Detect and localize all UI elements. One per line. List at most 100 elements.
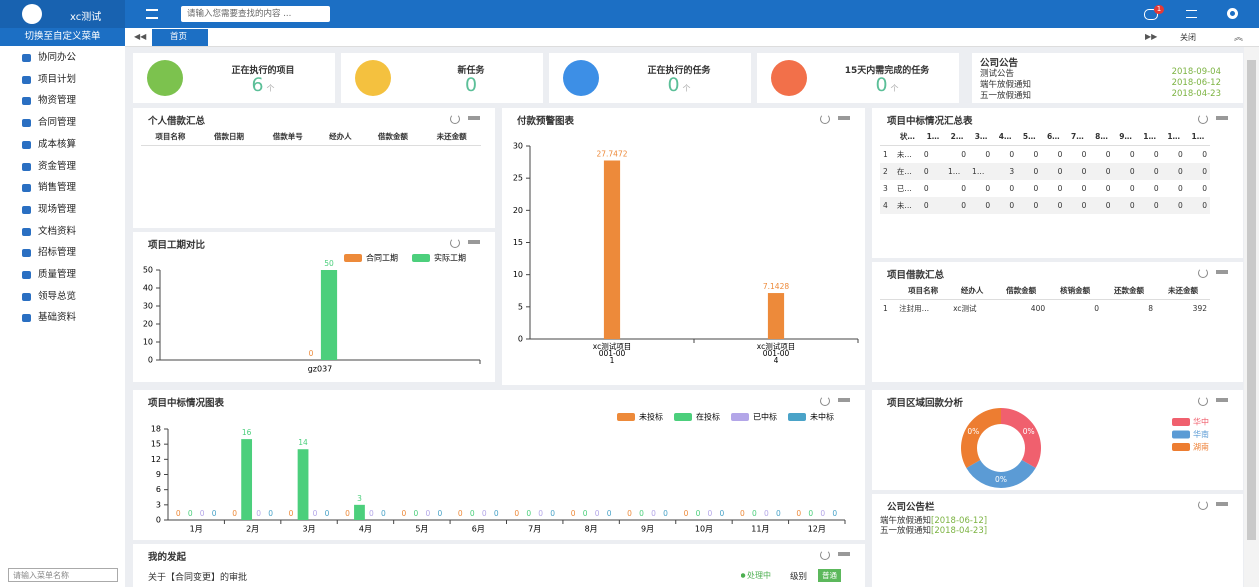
header-cell: 8… [1095, 132, 1108, 141]
bar-value-label: 0 [696, 509, 701, 518]
list-icon[interactable] [1186, 10, 1197, 18]
panel-menu-icon[interactable] [468, 240, 480, 244]
message-badge: 1 [1154, 5, 1164, 14]
legend-swatch [617, 413, 635, 421]
menu-switch[interactable]: 切换至自定义菜单 [0, 28, 125, 46]
bar-value-label: 0 [526, 509, 531, 518]
menu-item[interactable]: 文档资料 [22, 225, 76, 239]
request-status: 处理中 [741, 570, 771, 581]
bar-value-label: 0 [740, 509, 745, 518]
card-icon [355, 60, 391, 96]
notice-title: 公司公告 [980, 58, 1019, 69]
bar [241, 439, 253, 520]
bar-value-label: 50 [324, 259, 334, 268]
tab-collapse[interactable]: ︽ [1234, 33, 1244, 43]
bar-value-label: 0 [538, 509, 543, 518]
y-tick-label: 30 [143, 302, 153, 311]
menu-item[interactable]: 质量管理 [22, 268, 76, 282]
notice-text: 端午放假通知 [980, 80, 1032, 90]
menu-item[interactable]: 资金管理 [22, 160, 76, 174]
refresh-icon[interactable] [820, 396, 830, 406]
menu-item[interactable]: 招标管理 [22, 246, 76, 260]
sidebar [0, 28, 125, 587]
menu-item[interactable]: 现场管理 [22, 203, 76, 217]
header-cell: 项目名称 [908, 286, 939, 295]
table-cell: 2 [883, 167, 888, 176]
table-cell: 0 [1105, 184, 1111, 193]
menu-item[interactable]: 基础资料 [22, 311, 76, 325]
tab-next[interactable]: ▶▶ [1145, 32, 1158, 41]
tab-close[interactable]: 关闭 [1180, 33, 1196, 42]
header-cell [880, 282, 896, 300]
panel-menu-icon[interactable] [1216, 270, 1228, 274]
panel-menu-icon[interactable] [1216, 116, 1228, 120]
table-cell: 0 [1009, 201, 1015, 210]
refresh-icon[interactable] [1198, 500, 1208, 510]
bar-value-label: 14 [298, 438, 308, 447]
y-tick-label: 0 [156, 516, 161, 525]
table-cell: 0 [1177, 201, 1183, 210]
panel-menu-icon[interactable] [1216, 398, 1228, 402]
refresh-icon[interactable] [1198, 268, 1208, 278]
settings-icon[interactable] [1227, 8, 1238, 19]
tab-prev[interactable]: ◀◀ [134, 32, 147, 41]
refresh-icon[interactable] [450, 238, 460, 248]
bar [603, 160, 621, 339]
y-tick-label: 0 [148, 356, 153, 365]
bar-value-label: 0 [289, 509, 294, 518]
refresh-icon[interactable] [1198, 114, 1208, 124]
card-value: 6 [251, 74, 264, 96]
x-tick-label: 1 [610, 356, 615, 365]
panel-menu-icon[interactable] [838, 552, 850, 556]
card-label: 15天内需完成的任务 [844, 66, 930, 76]
card-value: 0 [464, 74, 478, 96]
slice-label: 0% [1023, 427, 1035, 436]
menu-item[interactable]: 合同管理 [22, 116, 76, 130]
message-icon[interactable] [1144, 9, 1158, 20]
header-cell: 1… [1191, 132, 1205, 141]
table-cell: xc测试 [953, 304, 977, 313]
refresh-icon[interactable] [820, 114, 830, 124]
table-cell: 0 [923, 150, 929, 159]
menu-item[interactable]: 项目计划 [22, 73, 76, 87]
menu-item[interactable]: 销售管理 [22, 181, 76, 195]
avatar[interactable] [22, 4, 42, 24]
notice-date: [2018-06-12] [931, 516, 988, 526]
search-input[interactable]: 请输入您需要查找的内容 ... [181, 6, 330, 22]
panel: 项目中标情况图表 0 3 6 9 12 15 18 1月 0 0 0 0 2月 0 16 0 0 3月 0 14 0 0 4月… [133, 390, 865, 540]
panel-menu-icon[interactable] [838, 398, 850, 402]
menu-search[interactable]: 请输入菜单名称 [8, 568, 118, 582]
menu-item[interactable]: 物资管理 [22, 94, 76, 108]
tab-home[interactable]: 首页 [152, 29, 208, 46]
panel-menu-icon[interactable] [468, 116, 480, 120]
table-cell: 0 [1177, 184, 1183, 193]
request-text[interactable]: 关于【合同变更】的审批 [148, 573, 248, 583]
menu-item[interactable]: 协同办公 [22, 51, 76, 65]
scroll-thumb[interactable] [1247, 60, 1256, 540]
y-tick-label: 5 [518, 302, 523, 311]
stat-card: 正在执行的任务 0 个 [549, 53, 751, 103]
panel-menu-icon[interactable] [1216, 502, 1228, 506]
bar-value-label: 0 [708, 509, 713, 518]
y-tick-label: 20 [143, 320, 153, 329]
notice-date: 2018-04-23 [1171, 89, 1221, 99]
table: 状… 1… 2… 3… 4… 5… 6… 7… 8… 9… 1… 1… 1… 1 未… 0 0 0 0 0 0 0 0 0 0 0… [880, 128, 1210, 214]
refresh-icon[interactable] [450, 114, 460, 124]
table-cell: 3 [883, 184, 888, 193]
legend-label: 合同工期 [366, 253, 398, 263]
panel-menu-icon[interactable] [838, 116, 850, 120]
notice-row: 端午放假通知[2018-06-12] [880, 514, 987, 526]
table-cell: 0 [1202, 167, 1207, 176]
table-cell: 1 [883, 304, 888, 313]
menu-toggle[interactable] [146, 9, 158, 19]
menu-item[interactable]: 领导总览 [22, 290, 76, 304]
y-tick-label: 10 [513, 270, 523, 279]
x-tick-label: 10月 [695, 525, 713, 534]
refresh-icon[interactable] [820, 550, 830, 560]
refresh-icon[interactable] [1198, 396, 1208, 406]
x-tick-label: 5月 [415, 525, 428, 534]
table-cell: 0 [961, 201, 967, 210]
bar-value-label: 0 [256, 509, 261, 518]
menu-item[interactable]: 成本核算 [22, 138, 76, 152]
